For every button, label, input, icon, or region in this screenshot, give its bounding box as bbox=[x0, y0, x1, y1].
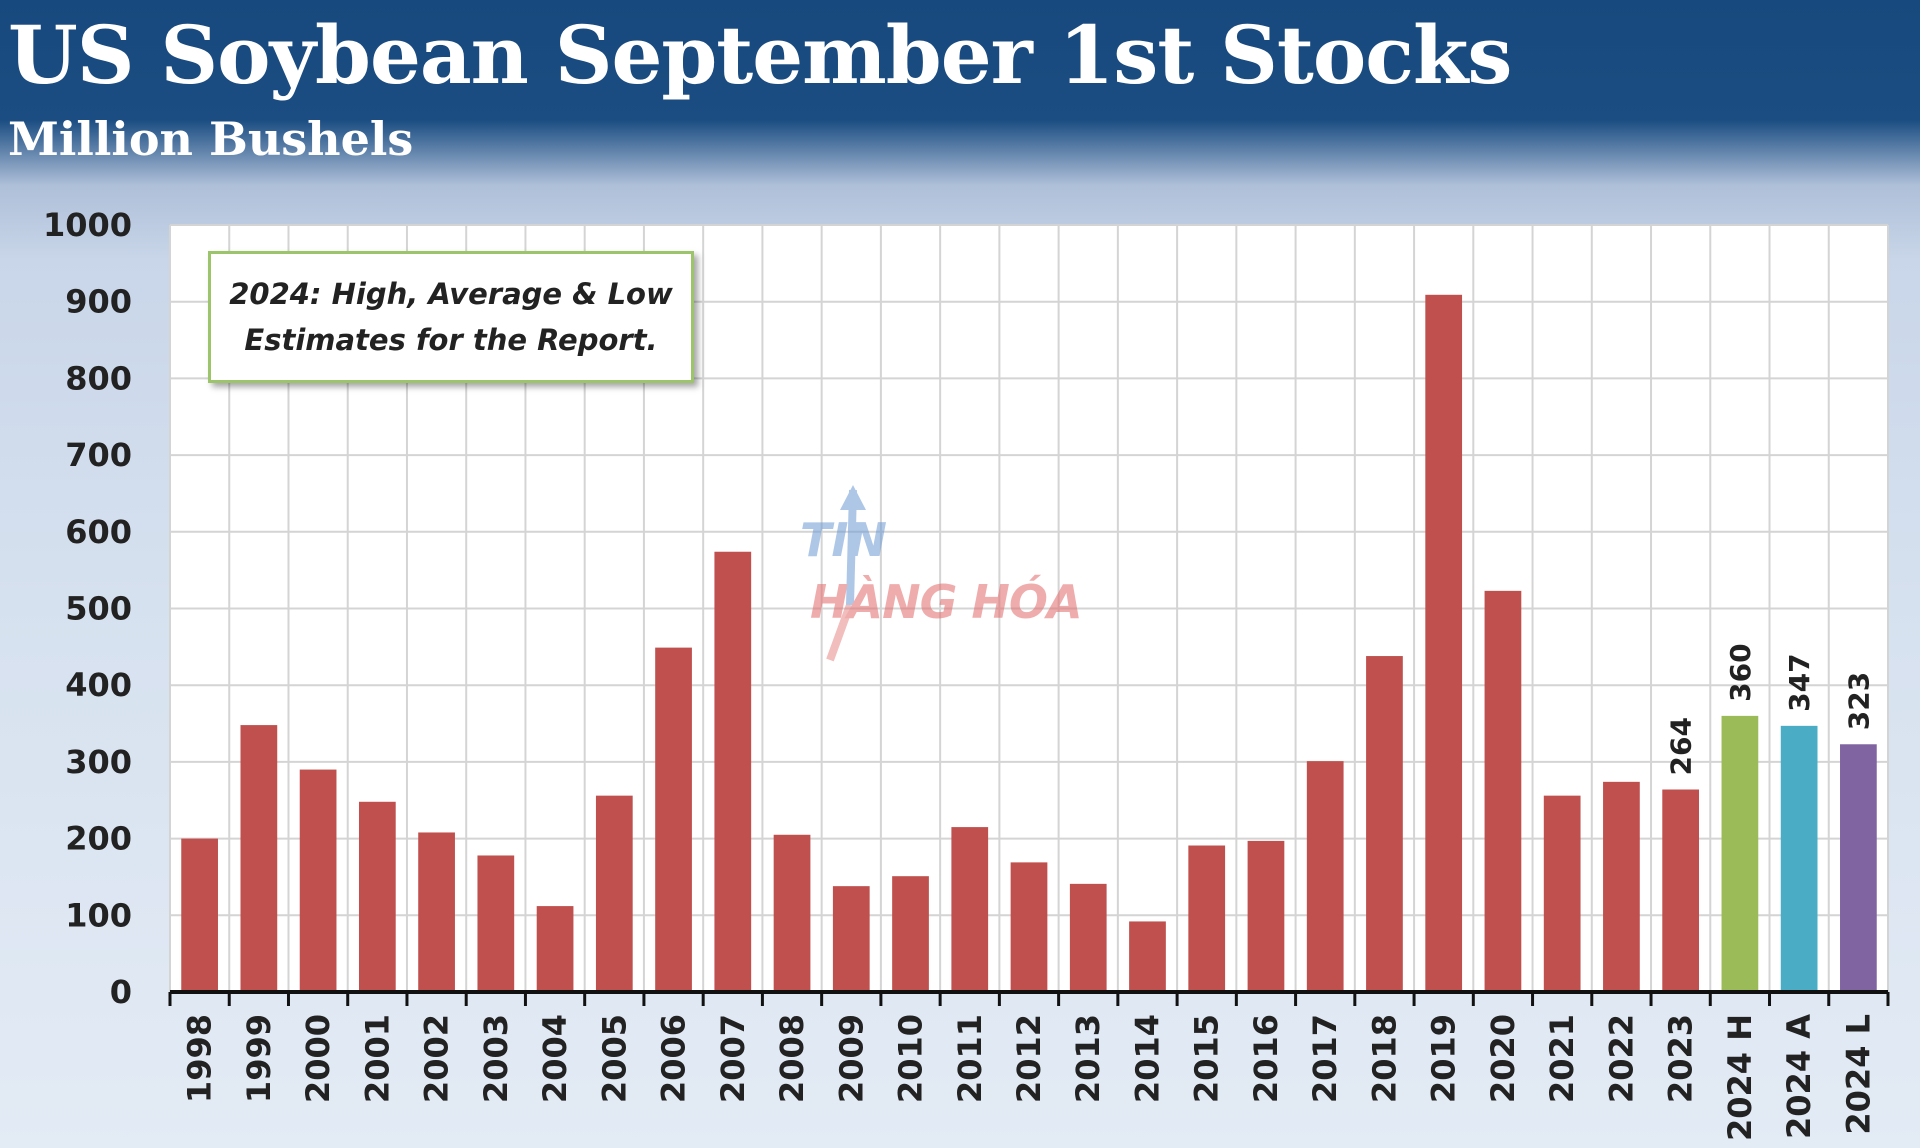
bar-2009 bbox=[832, 886, 870, 992]
bar-2024-l bbox=[1840, 744, 1877, 992]
data-label: 264 bbox=[1665, 717, 1698, 775]
bar-2003 bbox=[477, 855, 515, 992]
bar-2008 bbox=[773, 834, 811, 992]
x-tick-label: 2011 bbox=[951, 1014, 989, 1103]
chart-title: US Soybean September 1st Stocks bbox=[8, 8, 1512, 102]
x-tick-label: 2021 bbox=[1543, 1014, 1581, 1103]
bar-2014 bbox=[1129, 921, 1166, 992]
bar-2007 bbox=[714, 551, 752, 992]
data-label: 360 bbox=[1724, 643, 1757, 701]
x-tick-label: 2004 bbox=[536, 1014, 574, 1103]
bar-2011 bbox=[951, 827, 989, 992]
x-tick-label: 2000 bbox=[299, 1014, 337, 1103]
y-tick-label: 500 bbox=[65, 590, 132, 628]
y-tick-label: 400 bbox=[65, 666, 132, 704]
bar-2020 bbox=[1484, 590, 1522, 992]
y-tick-label: 0 bbox=[110, 973, 132, 1011]
bar-2021 bbox=[1543, 795, 1581, 992]
x-tick-label: 2003 bbox=[477, 1014, 515, 1103]
x-tick-label: 2008 bbox=[773, 1014, 811, 1103]
x-tick-label: 2024 A bbox=[1780, 1014, 1818, 1139]
x-tick-label: 2012 bbox=[1010, 1014, 1048, 1103]
chart-header: US Soybean September 1st Stocks Million … bbox=[0, 0, 1920, 180]
x-tick-label: 2001 bbox=[358, 1014, 396, 1103]
x-tick-label: 2022 bbox=[1602, 1014, 1640, 1103]
x-tick-label: 2016 bbox=[1247, 1014, 1285, 1103]
x-tick-label: 2009 bbox=[832, 1014, 870, 1103]
x-tick-label: 2002 bbox=[418, 1014, 456, 1103]
bar-2023 bbox=[1662, 789, 1700, 992]
bar-2024-h bbox=[1721, 715, 1759, 992]
bar-2024-a bbox=[1780, 725, 1818, 992]
bar-2000 bbox=[299, 769, 337, 992]
bar-2022 bbox=[1603, 781, 1640, 992]
bar-2016 bbox=[1247, 840, 1285, 992]
annotation-text: 2024: High, Average & Low Estimates for … bbox=[229, 277, 673, 357]
x-tick-label: 2024 H bbox=[1721, 1014, 1759, 1141]
x-tick-label: 2014 bbox=[1128, 1014, 1166, 1103]
estimates-annotation-box: 2024: High, Average & Low Estimates for … bbox=[208, 251, 694, 383]
x-tick-label: 2023 bbox=[1662, 1014, 1700, 1103]
bar-2006 bbox=[655, 647, 692, 992]
y-tick-label: 1000 bbox=[43, 206, 132, 244]
bar-2019 bbox=[1425, 294, 1463, 992]
x-tick-label: 2007 bbox=[714, 1014, 752, 1103]
x-tick-label: 1998 bbox=[181, 1014, 219, 1103]
bar-2010 bbox=[892, 876, 929, 992]
bar-2018 bbox=[1366, 656, 1403, 992]
y-tick-label: 700 bbox=[65, 436, 132, 474]
data-label: 347 bbox=[1783, 653, 1816, 711]
x-tick-label: 2019 bbox=[1425, 1014, 1463, 1103]
bar-1998 bbox=[181, 838, 218, 992]
chart-subtitle: Million Bushels bbox=[8, 112, 414, 166]
bar-2012 bbox=[1010, 862, 1048, 992]
x-tick-label: 2015 bbox=[1188, 1014, 1226, 1103]
x-tick-label: 2017 bbox=[1306, 1014, 1344, 1103]
x-tick-label: 2020 bbox=[1484, 1014, 1522, 1103]
bar-2015 bbox=[1188, 845, 1226, 992]
y-tick-label: 600 bbox=[65, 513, 132, 551]
bar-2005 bbox=[595, 795, 633, 992]
x-tick-label: 1999 bbox=[240, 1014, 278, 1103]
bar-2013 bbox=[1069, 883, 1107, 992]
x-tick-label: 2018 bbox=[1365, 1014, 1403, 1103]
y-tick-label: 300 bbox=[65, 743, 132, 781]
x-tick-label: 2005 bbox=[595, 1014, 633, 1103]
bar-2004 bbox=[536, 906, 574, 992]
bar-2017 bbox=[1306, 761, 1344, 992]
x-tick-label: 2024 L bbox=[1839, 1014, 1877, 1135]
bar-2001 bbox=[358, 801, 396, 992]
bar-2002 bbox=[418, 832, 455, 992]
x-tick-label: 2010 bbox=[892, 1014, 930, 1103]
y-tick-label: 100 bbox=[65, 896, 132, 934]
y-tick-label: 800 bbox=[65, 359, 132, 397]
y-tick-label: 900 bbox=[65, 283, 132, 321]
bar-1999 bbox=[240, 725, 278, 992]
x-tick-label: 2006 bbox=[655, 1014, 693, 1103]
y-tick-label: 200 bbox=[65, 820, 132, 858]
x-tick-label: 2013 bbox=[1069, 1014, 1107, 1103]
data-label: 323 bbox=[1842, 672, 1875, 730]
